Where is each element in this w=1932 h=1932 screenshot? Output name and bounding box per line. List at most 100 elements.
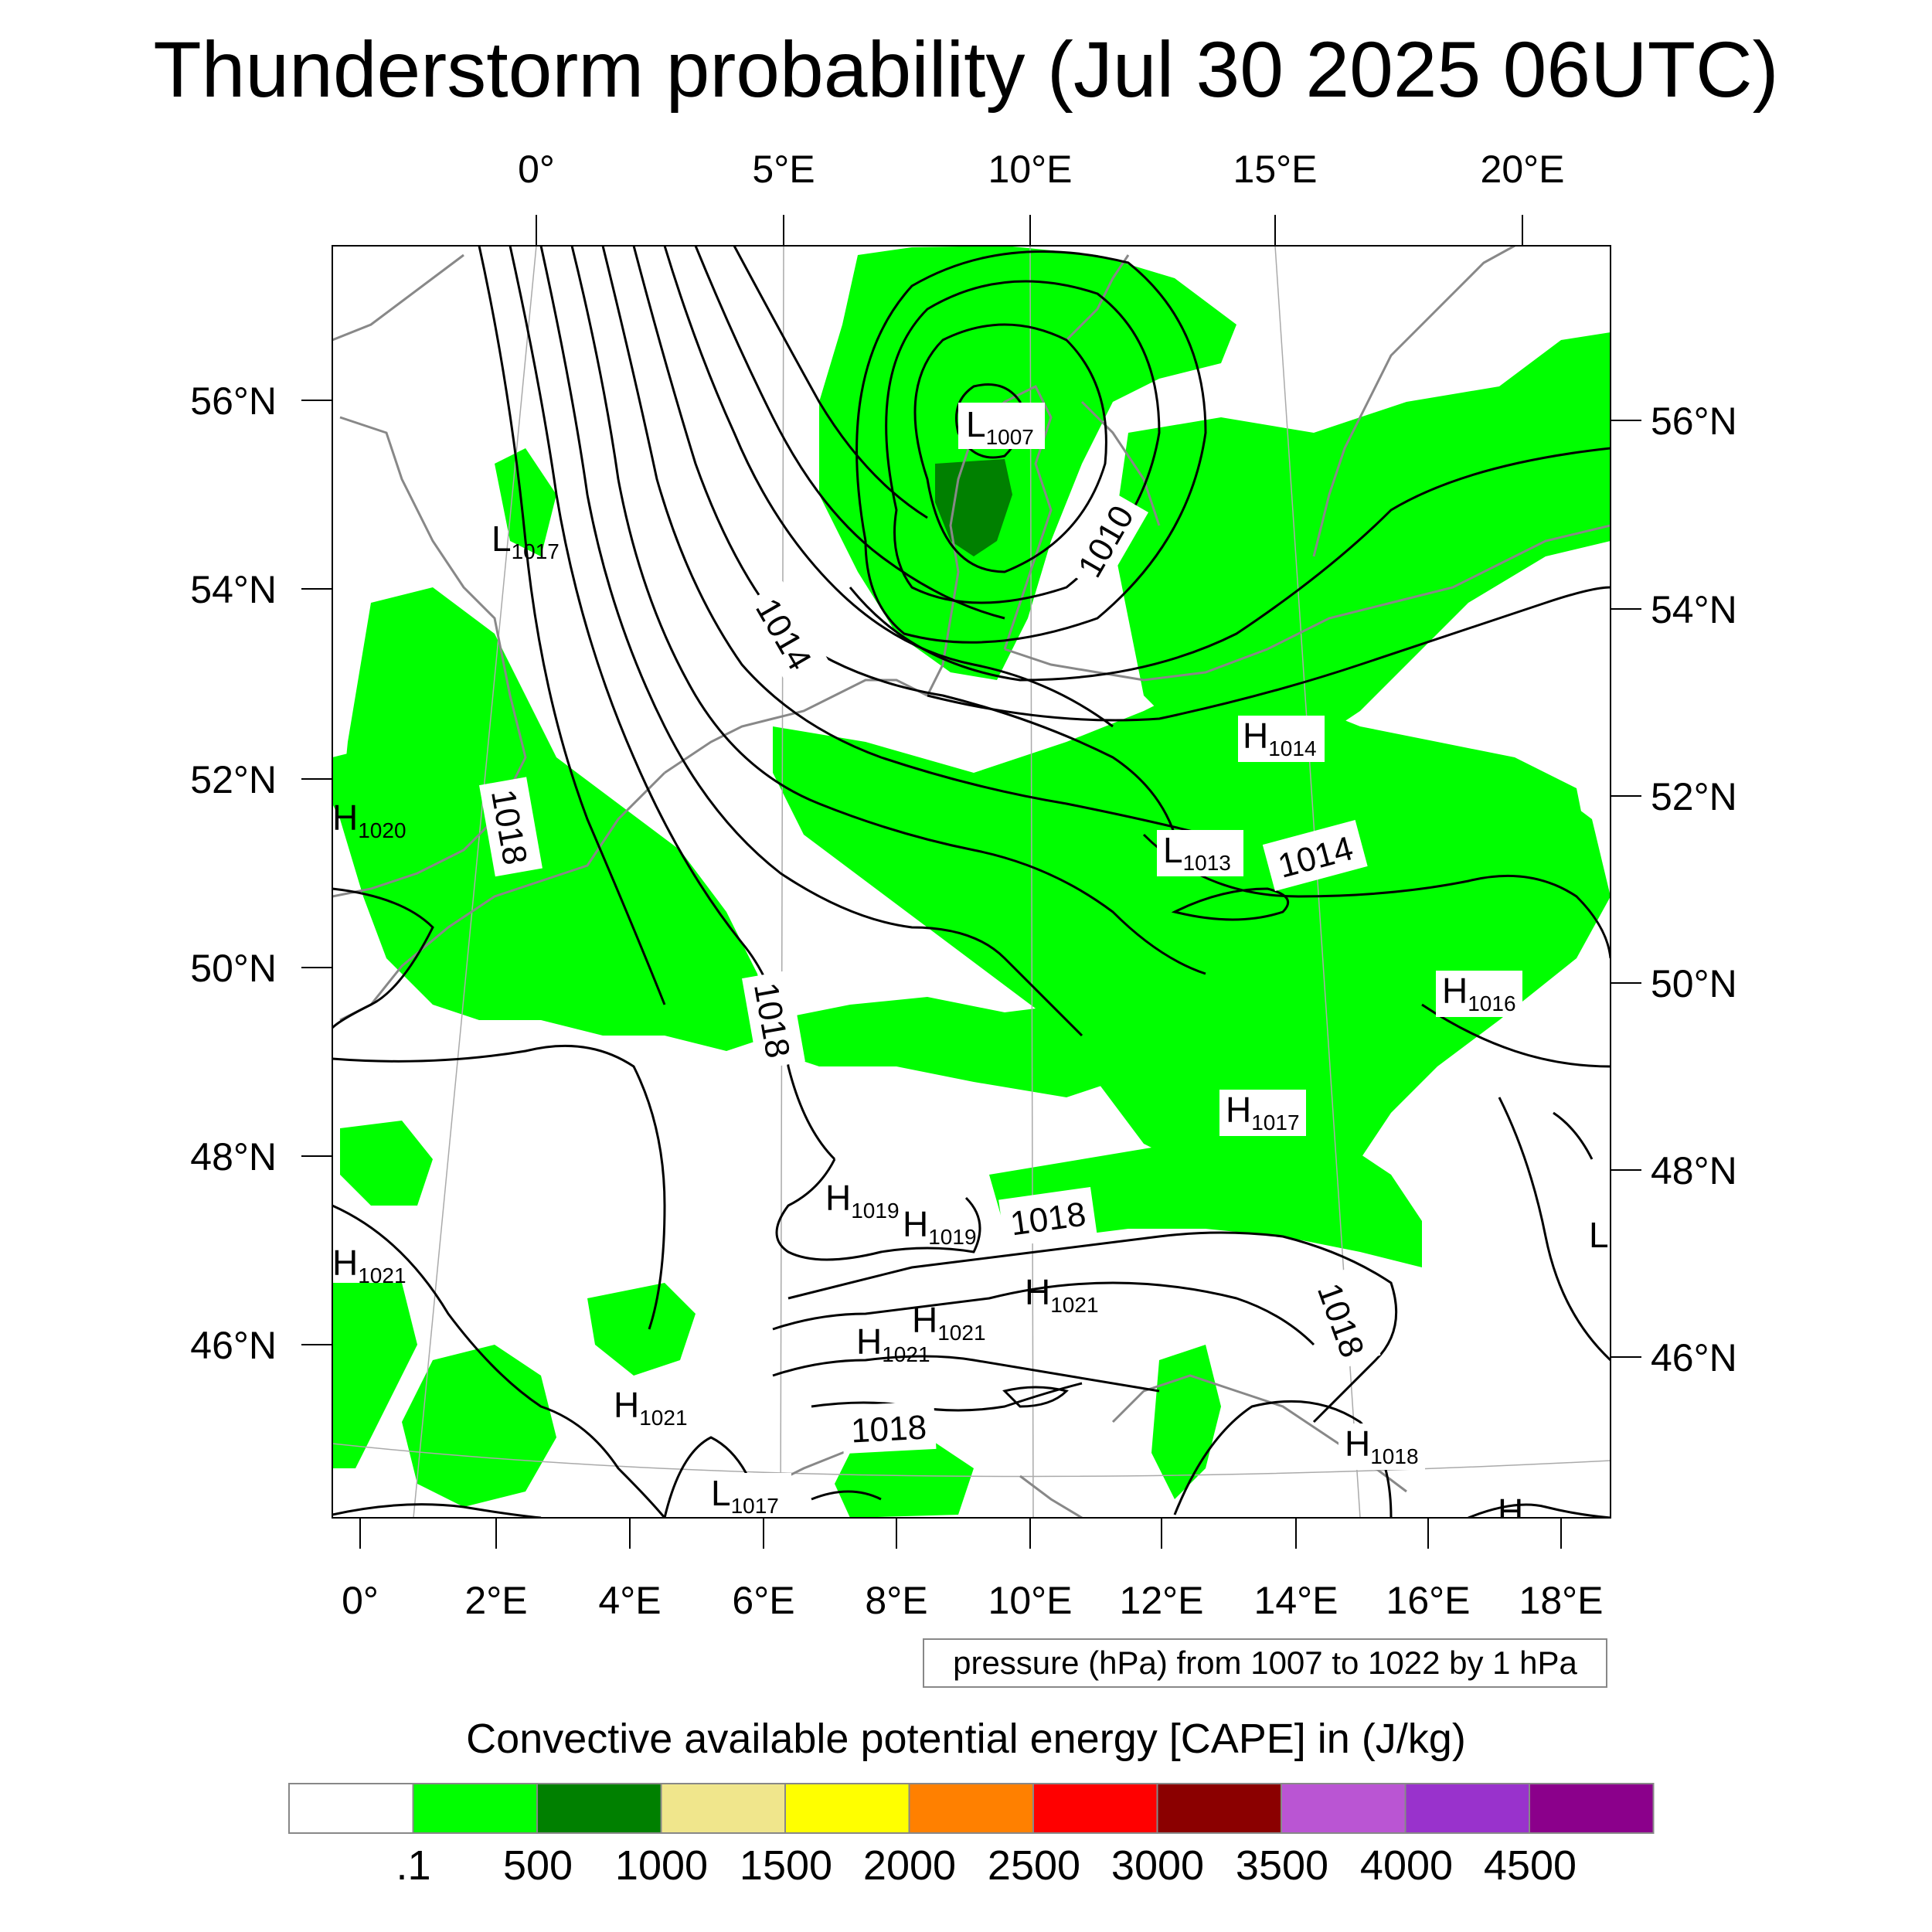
coast-baltic-south bbox=[1004, 524, 1611, 682]
cape-area-spots-massif bbox=[587, 1283, 696, 1376]
right-lat-label: 56°N bbox=[1651, 400, 1737, 443]
left-lat-label: 54°N bbox=[190, 568, 277, 611]
colorbar-swatch bbox=[1404, 1783, 1530, 1834]
colorbar-swatch bbox=[908, 1783, 1034, 1834]
svg-text:L1013: L1013 bbox=[1163, 830, 1231, 875]
colorbar-label: 3500 bbox=[1235, 1842, 1329, 1889]
right-lat-label: 54°N bbox=[1651, 588, 1737, 631]
right-lat-label: 52°N bbox=[1651, 775, 1737, 818]
top-lon-label: 15°E bbox=[1233, 148, 1318, 191]
pressure-center: H1021 bbox=[912, 1300, 986, 1345]
colorbar-swatch bbox=[1032, 1783, 1158, 1834]
pressure-center: L1007 bbox=[958, 403, 1045, 449]
colorbar-label: 2000 bbox=[862, 1842, 957, 1889]
svg-text:H1016: H1016 bbox=[1442, 971, 1516, 1015]
pressure-center: L1017 bbox=[492, 519, 560, 563]
svg-text:H1021: H1021 bbox=[1025, 1272, 1099, 1317]
bottom-lon-label: 4°E bbox=[598, 1579, 661, 1622]
svg-text:H1021: H1021 bbox=[912, 1300, 986, 1345]
left-lat-label: 52°N bbox=[190, 758, 277, 801]
svg-text:H1019: H1019 bbox=[903, 1204, 977, 1249]
colorbar-swatch bbox=[660, 1783, 786, 1834]
cape-area-east bbox=[1360, 757, 1611, 974]
bottom-lon-label: 2°E bbox=[464, 1579, 527, 1622]
pressure-center: H1021 bbox=[856, 1321, 930, 1366]
svg-text:H1019: H1019 bbox=[825, 1178, 900, 1223]
bottom-lon-label: 6°E bbox=[732, 1579, 794, 1622]
pressure-center: H1019 bbox=[825, 1178, 900, 1223]
pressure-centers: L1007 L1017 H1014 H1020 L1013 H1016 H101… bbox=[332, 403, 1609, 1532]
map-title: Thunderstorm probability (Jul 30 2025 06… bbox=[153, 26, 1779, 114]
left-lat-label: 46°N bbox=[190, 1324, 277, 1367]
cape-area-west-coast bbox=[332, 1283, 417, 1468]
colorbar-swatch bbox=[1156, 1783, 1282, 1834]
svg-text:H1020: H1020 bbox=[332, 798, 406, 842]
top-longitude-labels: 0° 5°E 10°E 15°E 20°E bbox=[518, 148, 1564, 191]
pressure-center: H1016 bbox=[1436, 971, 1522, 1017]
right-lat-label: 50°N bbox=[1651, 962, 1737, 1005]
colorbar-title: Convective available potential energy [C… bbox=[466, 1716, 1466, 1762]
coast-baltic-east bbox=[1312, 246, 1515, 557]
colorbar-swatch bbox=[412, 1783, 538, 1834]
map-plot-area: 1014 1010 1018 1018 1014 1018 bbox=[332, 246, 1611, 1532]
pressure-center: H bbox=[1498, 1492, 1523, 1532]
isobar-low-1012 bbox=[855, 250, 1207, 644]
bottom-longitude-labels: 0° 2°E 4°E 6°E 8°E 10°E 12°E 14°E 16°E 1… bbox=[342, 1579, 1603, 1622]
coast-denmark bbox=[926, 384, 1053, 696]
coast-france-atlantic bbox=[339, 771, 666, 1022]
svg-text:H1021: H1021 bbox=[614, 1385, 688, 1430]
top-lon-label: 0° bbox=[518, 148, 555, 191]
pressure-center: H1018 bbox=[1338, 1423, 1425, 1470]
bottom-lon-label: 8°E bbox=[865, 1579, 927, 1622]
svg-text:L1017: L1017 bbox=[711, 1473, 779, 1518]
cape-area-dark-green-denmark bbox=[935, 459, 1012, 556]
pressure-center: H1017 bbox=[1219, 1090, 1306, 1136]
svg-text:L: L bbox=[1589, 1215, 1609, 1255]
pressure-center: H1014 bbox=[1238, 716, 1325, 762]
right-latitude-labels: 56°N 54°N 52°N 50°N 48°N 46°N bbox=[1651, 400, 1737, 1379]
bottom-lon-label: 0° bbox=[342, 1579, 379, 1622]
pressure-center: L bbox=[1589, 1215, 1609, 1255]
colorbar-label: 3000 bbox=[1111, 1842, 1205, 1889]
svg-text:H1021: H1021 bbox=[332, 1243, 406, 1287]
bottom-lon-label: 12°E bbox=[1120, 1579, 1204, 1622]
cape-area-baltic-east bbox=[1553, 402, 1611, 526]
cape-area-scotland bbox=[495, 448, 556, 556]
isobar-labels: 1014 1010 1018 1018 1014 1018 bbox=[479, 488, 1381, 1454]
svg-text:H: H bbox=[1498, 1492, 1523, 1532]
colorbar-label: .1 bbox=[396, 1842, 431, 1889]
top-lon-label: 5°E bbox=[752, 148, 815, 191]
pressure-center: H1021 bbox=[614, 1385, 688, 1430]
isobar-low-1008 bbox=[955, 383, 1023, 459]
coast-uk bbox=[332, 253, 527, 898]
svg-text:H1017: H1017 bbox=[1226, 1090, 1300, 1134]
cape-area-alps-north bbox=[989, 1136, 1422, 1267]
svg-text:H1018: H1018 bbox=[1345, 1423, 1419, 1468]
colorbar-swatch bbox=[784, 1783, 910, 1834]
cape-area-benelux-france bbox=[340, 587, 773, 1051]
axis-ticks bbox=[301, 215, 1641, 1549]
pressure-center: H1020 bbox=[332, 798, 406, 842]
coast-italy-west bbox=[1019, 1475, 1083, 1518]
right-lat-label: 48°N bbox=[1651, 1149, 1737, 1192]
colorbar-swatch bbox=[1529, 1783, 1655, 1834]
colorbar-label: 4500 bbox=[1483, 1842, 1577, 1889]
pressure-center: L1013 bbox=[1157, 830, 1243, 876]
contour-info-box: pressure (hPa) from 1007 to 1022 by 1 hP… bbox=[923, 1638, 1607, 1688]
cape-area-italy bbox=[835, 1437, 974, 1518]
bottom-lon-label: 14°E bbox=[1254, 1579, 1338, 1622]
pressure-center: H1021 bbox=[332, 1243, 406, 1287]
svg-text:H1021: H1021 bbox=[856, 1321, 930, 1366]
colorbar-label: 2500 bbox=[987, 1842, 1081, 1889]
svg-text:H1014: H1014 bbox=[1243, 716, 1317, 760]
right-lat-label: 46°N bbox=[1651, 1336, 1737, 1379]
map-frame bbox=[332, 245, 1611, 1519]
bottom-lon-label: 16°E bbox=[1386, 1579, 1471, 1622]
colorbar-label: 500 bbox=[502, 1842, 573, 1889]
left-lat-label: 50°N bbox=[190, 947, 277, 990]
isobar-low-1010 bbox=[913, 323, 1107, 573]
colorbar-label: 1000 bbox=[614, 1842, 709, 1889]
cape-area-baltic bbox=[1113, 332, 1611, 757]
colorbar-swatch bbox=[1281, 1783, 1406, 1834]
